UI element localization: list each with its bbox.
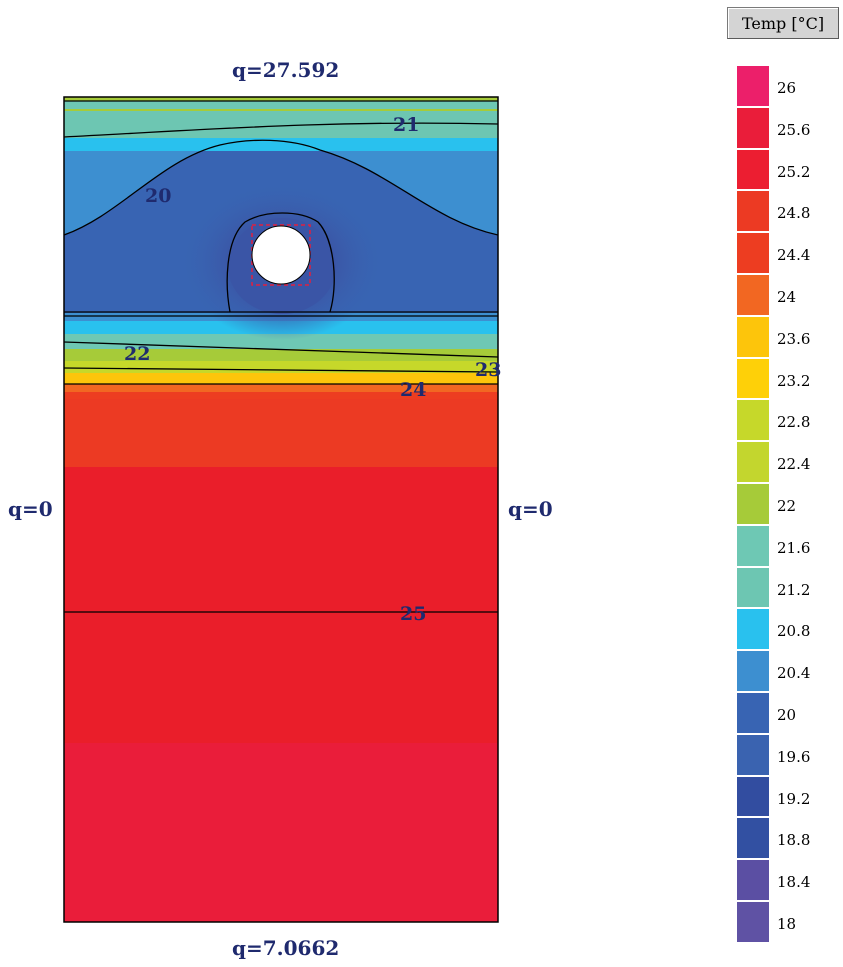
legend-header: Temp [°C] [727, 7, 839, 39]
legend-label: 19.6 [777, 747, 811, 766]
legend-item: 22 [737, 484, 837, 526]
legend-swatch [737, 776, 769, 819]
legend-item: 23.2 [737, 358, 837, 401]
legend-swatch [737, 66, 769, 108]
legend-swatch [737, 442, 769, 484]
legend-item: 25.2 [737, 149, 837, 192]
legend-item: 25.6 [737, 107, 837, 150]
legend-label: 23.6 [777, 329, 811, 348]
legend-item: 22.8 [737, 400, 837, 443]
legend-label: 25.2 [777, 162, 811, 181]
band-23-6 [64, 372, 498, 384]
contour-line-21 [64, 122, 498, 138]
legend-label: 22.4 [777, 455, 811, 474]
legend-label: 23.2 [777, 371, 811, 390]
legend-label: 25.6 [777, 120, 811, 139]
legend-label: 22 [777, 497, 797, 515]
boundary-label-top: q=27.592 [232, 58, 340, 82]
legend-label: 24.8 [777, 204, 811, 223]
legend-label: 20.4 [777, 664, 811, 683]
legend-swatch [737, 107, 769, 150]
contour-line-22 [64, 341, 498, 358]
band-21-6-top [64, 101, 498, 109]
legend-item: 19.2 [737, 776, 837, 819]
contour-line-23 [64, 367, 498, 373]
legend-label: 18 [777, 915, 797, 933]
legend-item: 26 [737, 66, 837, 108]
legend-item: 23.6 [737, 316, 837, 359]
band-22-8 [64, 360, 498, 373]
contour-line-pipe [226, 212, 335, 313]
legend-item: 22.4 [737, 442, 837, 484]
legend-swatch [737, 860, 769, 902]
legend-swatch [737, 400, 769, 443]
legend-swatch [737, 149, 769, 192]
legend-label: 18.8 [777, 831, 811, 850]
legend-swatch [737, 567, 769, 610]
legend-swatch [737, 358, 769, 401]
legend-label: 22.8 [777, 413, 811, 432]
legend-swatch [737, 275, 769, 317]
legend-item: 24.4 [737, 233, 837, 275]
legend-swatch [737, 693, 769, 735]
legend-item: 18.8 [737, 818, 837, 861]
legend-item: 20.4 [737, 651, 837, 693]
legend-label: 20 [777, 706, 797, 724]
legend-item: 21.2 [737, 567, 837, 610]
band-20-4-upper [64, 141, 498, 235]
band-20-8-top [64, 137, 498, 151]
legend-item: 20.8 [737, 609, 837, 652]
legend-swatch [737, 484, 769, 526]
legend-swatch [737, 734, 769, 777]
legend-label: 18.4 [777, 873, 811, 892]
band-24-4 [64, 390, 498, 399]
band-25-2 [64, 465, 498, 743]
legend-label: 20.8 [777, 622, 811, 641]
legend-label: 21.6 [777, 538, 811, 557]
legend-item: 18.4 [737, 860, 837, 902]
boundary-label-left: q=0 [8, 497, 53, 521]
legend-item: 24 [737, 275, 837, 317]
contour-label-24: 24 [400, 379, 426, 401]
boundary-label-bottom: q=7.0662 [232, 936, 340, 960]
legend-label: 19.2 [777, 789, 811, 808]
legend-item: 19.6 [737, 734, 837, 777]
legend-swatch [737, 525, 769, 568]
legend-swatch [737, 651, 769, 693]
boundary-label-right: q=0 [508, 497, 553, 521]
domain-border [63, 96, 499, 923]
legend-swatch [737, 818, 769, 861]
band-24 [64, 383, 498, 392]
legend-swatch [737, 609, 769, 652]
band-24-8 [64, 397, 498, 467]
contour-label-22: 22 [124, 343, 150, 365]
legend-item: 24.8 [737, 191, 837, 234]
band-21-6 [64, 333, 498, 349]
legend-swatch [737, 233, 769, 275]
contour-label-21: 21 [393, 114, 419, 136]
legend-label: 24 [777, 288, 797, 306]
legend-label: 24.4 [777, 246, 811, 265]
contour-label-23: 23 [475, 359, 501, 381]
legend-swatch [737, 191, 769, 234]
legend-item: 20 [737, 693, 837, 735]
legend-item: 18 [737, 902, 837, 944]
legend-label: 21.2 [777, 580, 811, 599]
contour-label-25: 25 [400, 603, 426, 625]
legend-label: 26 [777, 79, 797, 97]
legend-swatch [737, 902, 769, 944]
legend-swatch [737, 316, 769, 359]
band-22 [64, 348, 498, 361]
pipe-cross-section [251, 225, 311, 285]
contour-line-20 [64, 139, 498, 236]
legend-item: 21.6 [737, 525, 837, 568]
contour-label-20: 20 [145, 185, 171, 207]
